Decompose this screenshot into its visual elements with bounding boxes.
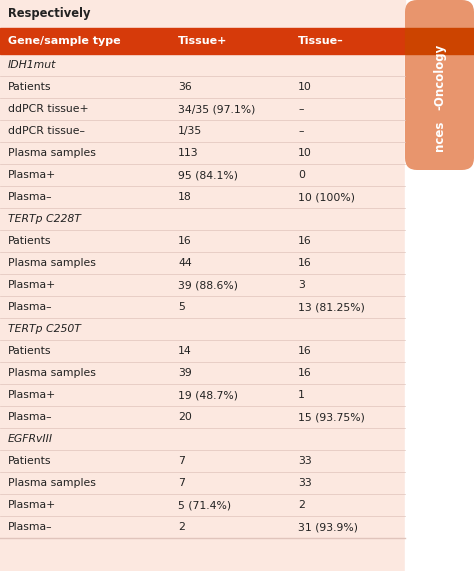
Text: –: – bbox=[298, 126, 303, 136]
Text: TERTp C250T: TERTp C250T bbox=[8, 324, 81, 334]
Text: Plasma samples: Plasma samples bbox=[8, 478, 96, 488]
Text: Plasma+: Plasma+ bbox=[8, 390, 56, 400]
Text: nces: nces bbox=[433, 121, 446, 151]
Text: 14: 14 bbox=[178, 346, 192, 356]
Text: ddPCR tissue–: ddPCR tissue– bbox=[8, 126, 85, 136]
Text: 5 (71.4%): 5 (71.4%) bbox=[178, 500, 231, 510]
Text: 10 (100%): 10 (100%) bbox=[298, 192, 355, 202]
Text: 95 (84.1%): 95 (84.1%) bbox=[178, 170, 238, 180]
Text: 1/35: 1/35 bbox=[178, 126, 202, 136]
Text: 3: 3 bbox=[298, 280, 305, 290]
Text: Respectively: Respectively bbox=[8, 7, 91, 21]
Text: Tissue–: Tissue– bbox=[298, 36, 344, 46]
Text: Gene/sample type: Gene/sample type bbox=[8, 36, 120, 46]
Text: 16: 16 bbox=[298, 236, 312, 246]
Text: 39 (88.6%): 39 (88.6%) bbox=[178, 280, 238, 290]
Text: Patients: Patients bbox=[8, 346, 52, 356]
Text: 39: 39 bbox=[178, 368, 192, 378]
Text: 13 (81.25%): 13 (81.25%) bbox=[298, 302, 365, 312]
FancyBboxPatch shape bbox=[405, 0, 474, 170]
Text: 2: 2 bbox=[298, 500, 305, 510]
Text: 33: 33 bbox=[298, 456, 312, 466]
Bar bbox=[405, 0, 474, 571]
Text: Plasma samples: Plasma samples bbox=[8, 258, 96, 268]
Text: Plasma–: Plasma– bbox=[8, 192, 53, 202]
Text: 36: 36 bbox=[178, 82, 192, 92]
Text: Plasma–: Plasma– bbox=[8, 522, 53, 532]
Text: 10: 10 bbox=[298, 82, 312, 92]
Text: IDH1mut: IDH1mut bbox=[8, 60, 56, 70]
Bar bbox=[0, 28, 405, 54]
Text: 19 (48.7%): 19 (48.7%) bbox=[178, 390, 238, 400]
Text: Plasma samples: Plasma samples bbox=[8, 148, 96, 158]
Text: 10: 10 bbox=[298, 148, 312, 158]
Text: 34/35 (97.1%): 34/35 (97.1%) bbox=[178, 104, 255, 114]
Text: Plasma+: Plasma+ bbox=[8, 170, 56, 180]
Text: 2: 2 bbox=[178, 522, 185, 532]
Text: 7: 7 bbox=[178, 456, 185, 466]
Text: Patients: Patients bbox=[8, 236, 52, 246]
Text: Plasma+: Plasma+ bbox=[8, 500, 56, 510]
Text: 16: 16 bbox=[178, 236, 192, 246]
Text: 1: 1 bbox=[298, 390, 305, 400]
Text: 16: 16 bbox=[298, 368, 312, 378]
Text: 33: 33 bbox=[298, 478, 312, 488]
Text: 31 (93.9%): 31 (93.9%) bbox=[298, 522, 358, 532]
Bar bbox=[0, 0, 405, 28]
Text: Plasma–: Plasma– bbox=[8, 412, 53, 422]
Text: -Oncology: -Oncology bbox=[433, 43, 446, 110]
Text: Patients: Patients bbox=[8, 82, 52, 92]
Text: Plasma samples: Plasma samples bbox=[8, 368, 96, 378]
Text: 18: 18 bbox=[178, 192, 192, 202]
Text: Tissue+: Tissue+ bbox=[178, 36, 228, 46]
Text: ddPCR tissue+: ddPCR tissue+ bbox=[8, 104, 89, 114]
Text: 16: 16 bbox=[298, 346, 312, 356]
Text: 16: 16 bbox=[298, 258, 312, 268]
Text: Plasma+: Plasma+ bbox=[8, 280, 56, 290]
Text: 7: 7 bbox=[178, 478, 185, 488]
Text: Plasma–: Plasma– bbox=[8, 302, 53, 312]
Text: 0: 0 bbox=[298, 170, 305, 180]
Bar bbox=[405, 28, 474, 54]
Text: 20: 20 bbox=[178, 412, 192, 422]
Text: TERTp C228T: TERTp C228T bbox=[8, 214, 81, 224]
Text: Patients: Patients bbox=[8, 456, 52, 466]
Text: 5: 5 bbox=[178, 302, 185, 312]
Bar bbox=[0, 0, 405, 571]
Text: 15 (93.75%): 15 (93.75%) bbox=[298, 412, 365, 422]
Text: EGFRvIII: EGFRvIII bbox=[8, 434, 53, 444]
Text: –: – bbox=[298, 104, 303, 114]
Text: 113: 113 bbox=[178, 148, 199, 158]
Text: 44: 44 bbox=[178, 258, 192, 268]
